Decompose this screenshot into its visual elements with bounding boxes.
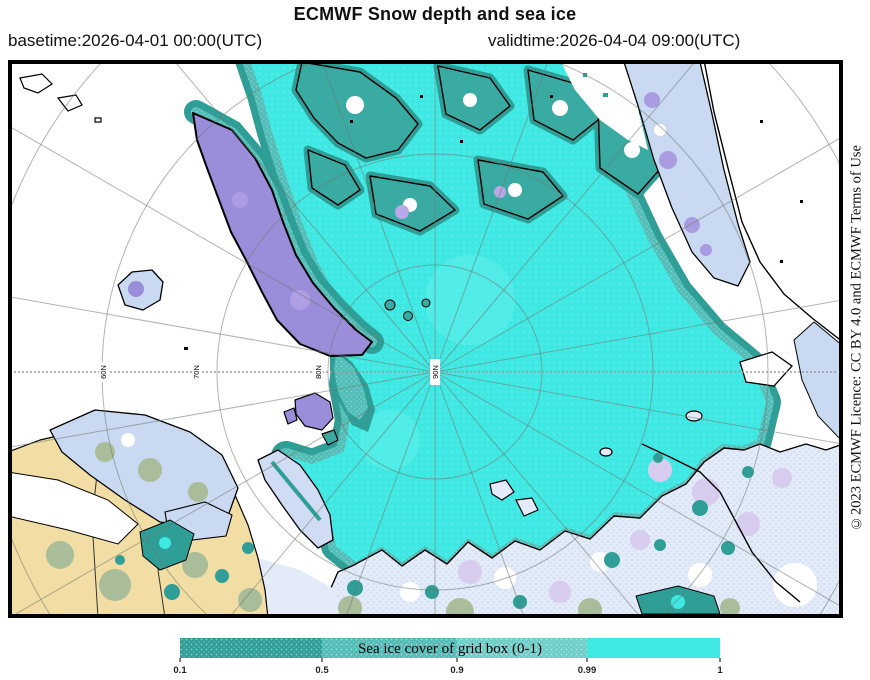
lat-label-70n: 70N [192,365,201,379]
legend-svg: Sea ice cover of grid box (0-1) 0.1 0.5 … [173,638,723,676]
iceland [117,269,164,311]
page-title: ECMWF Snow depth and sea ice [293,4,577,24]
map-frame: 90N 80N 70N 60N [8,60,844,618]
basetime-label: basetime:2026-04-01 00:00(UTC) [8,31,263,50]
tick-0-5: 0.5 [315,665,329,676]
chukotka-snow [623,62,751,287]
jan-mayen [184,347,188,350]
svalbard [283,392,339,446]
novaya-zemlya-ridge [270,460,322,522]
alaska-specks [760,120,803,263]
new-siberian-islands [599,447,613,457]
validtime-label: validtime:2026-04-04 09:00(UTC) [488,31,741,50]
latitude-labels: 90N 80N 70N 60N [99,359,440,385]
legend-dither [180,638,587,658]
alaska-south-snow [793,321,841,441]
scandinavia-white-patch [121,433,135,447]
pole-label: 90N [431,365,440,379]
seward-peninsula [739,351,793,387]
arctic-map: 90N 80N 70N 60N [8,60,843,618]
lat-label-80n: 80N [314,365,323,379]
greenland [192,112,373,357]
white-sea-ice-core [159,537,171,549]
legend-title: Sea ice cover of grid box (0-1) [358,641,542,657]
tick-0-99: 0.99 [578,665,597,676]
tick-0-9: 0.9 [450,665,463,676]
wrangel-island [685,410,703,422]
chukotka-deep-snow [644,92,712,256]
severnaya-zemlya [489,479,539,517]
ice-tongue-mid [334,352,368,420]
greenland-light-patch [232,192,248,208]
legend-tick-labels: 0.1 0.5 0.9 0.99 1 [173,665,723,676]
north-slope-gap [561,62,648,150]
map-border [8,60,843,618]
iceland-icecap [128,281,144,297]
baffin-fragments [19,73,102,123]
okhotsk-ice-core [671,595,685,609]
lat-label-60n: 60N [99,365,108,379]
novaya-zemlya [257,449,334,549]
siberia-west-transition [258,558,342,616]
tick-1: 1 [717,665,723,676]
russia-lakes [115,542,254,600]
bering-coast [641,443,801,603]
canadian-archipelago [291,62,673,236]
legend-segment-4 [587,638,720,658]
franz-josef-land [384,298,431,321]
copyright-text: ©2023 ECMWF Licence: CC BY 4.0 and ECMWF… [848,145,865,531]
baltic-sea [10,471,139,545]
alaska-interior [703,62,841,342]
greenland-light-patch [290,290,310,310]
legend-tick-marks [179,658,721,662]
scandinavia-sage [95,442,208,502]
tick-0-1: 0.1 [173,665,187,676]
chukotka-white-patch [654,124,666,136]
sea-ice-legend: Sea ice cover of grid box (0-1) 0.1 0.5 … [0,633,870,680]
siberia-lakes [347,453,754,609]
ice-bright-patch [425,255,515,345]
